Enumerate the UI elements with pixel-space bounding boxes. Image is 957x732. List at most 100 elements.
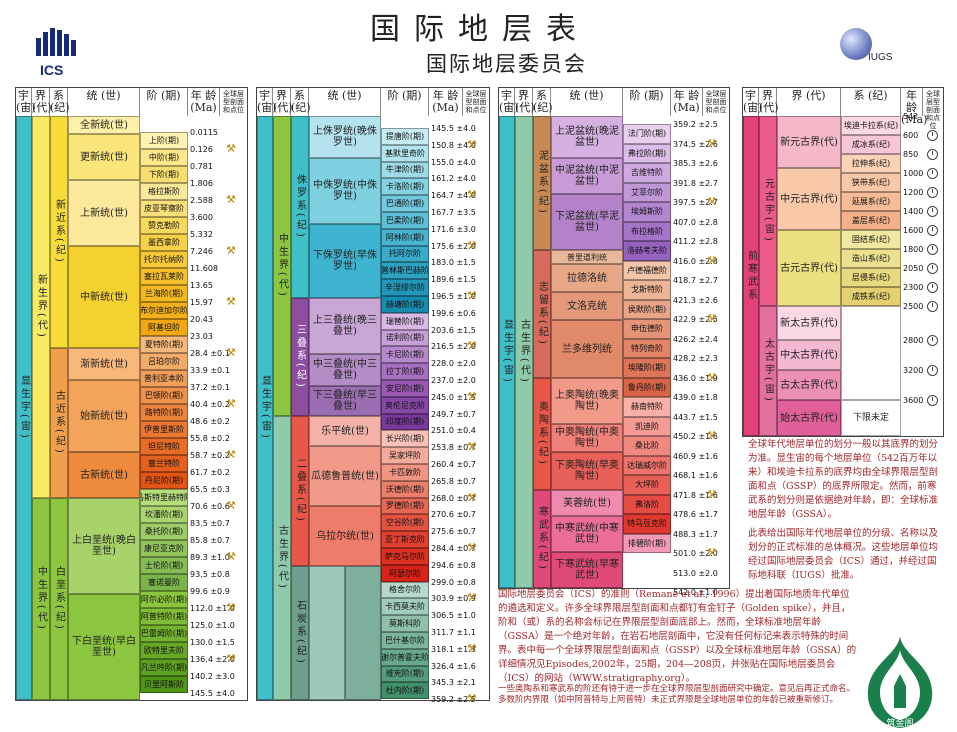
- age-value: 13.65: [190, 281, 213, 290]
- age-value: 33.9 ±0.1: [190, 366, 230, 375]
- golden-spike-icon: ⚒: [707, 312, 717, 325]
- header-age: 年 龄 (Ma): [671, 88, 703, 116]
- stage-cell: 洛赫考夫阶: [623, 241, 671, 261]
- golden-spike-icon: ⚒: [707, 136, 717, 150]
- series-middle-jurassic: 中侏罗统(中侏罗世): [309, 158, 381, 224]
- watermark-stamp: 筑金阁: [867, 636, 933, 729]
- period-carboniferous: 石炭系(纪): [291, 566, 309, 700]
- age-value: 478.6 ±1.7: [673, 510, 718, 519]
- age-value: 23.03: [190, 332, 213, 341]
- eon-archean: 太古宇(宙): [759, 306, 777, 436]
- age-value: 284.4 ±0.7: [431, 544, 476, 553]
- series-pennsylvanian: [309, 566, 345, 700]
- stage-cell: 凡兰吟阶(期): [140, 659, 188, 676]
- age-value: 0.0115: [190, 128, 218, 137]
- age-value: 542: [903, 112, 919, 121]
- stage-cell: 赫南特阶: [623, 397, 671, 417]
- age-value: 359.2 ±2.5: [673, 120, 718, 129]
- age-value: 175.6 ±2.0: [431, 241, 476, 251]
- series-mississippian: [345, 566, 381, 700]
- age-value: 1800: [903, 245, 924, 254]
- header-stage: 阶 (期): [140, 88, 188, 116]
- stage-cell: 瑞替阶(期): [381, 312, 429, 330]
- age-value: 488.3 ±1.7: [673, 529, 718, 539]
- stage-cell: 侯默阶(期): [623, 299, 671, 319]
- stage-cell: 空谷阶(期): [381, 514, 429, 532]
- stage-cell: 坎潘阶(期): [140, 506, 188, 523]
- golden-spike-icon: ⚒: [707, 253, 717, 267]
- stage-cell: 土伦阶(期): [140, 557, 188, 574]
- period-silurian: 志留系(纪): [533, 250, 551, 378]
- stage-cell: 布拉格阶: [623, 221, 671, 241]
- header-series: 统 (世): [309, 88, 381, 116]
- stage-cell: 康尼亚克阶: [140, 540, 188, 557]
- stage-cell: 塞拉瓦莱阶: [140, 268, 188, 285]
- age-value: 228.0 ±2.0: [431, 359, 476, 369]
- age-value: 136.4 ±2.0: [190, 655, 235, 664]
- stage-cell: 辛涅缪尔阶: [381, 279, 429, 296]
- page-subtitle: 国际地层委员会: [426, 52, 587, 76]
- clock-icon: [927, 395, 938, 406]
- stage-cell: 弗洛阶: [623, 494, 671, 514]
- stage-cell: 莫斯科阶: [381, 615, 429, 632]
- stage-cell: 贝里阿斯阶: [140, 676, 188, 693]
- age-value: 83.5 ±0.7: [190, 519, 230, 528]
- stage-cell: 马斯特里赫特阶: [140, 489, 188, 506]
- period-ordovician: 奥陶系(纪): [533, 378, 551, 490]
- stage-cell: 夏特阶(期): [140, 336, 188, 353]
- series-lopingian: 乐平统(世): [309, 416, 381, 446]
- stage-cell: 墨西拿阶: [140, 234, 188, 251]
- stage-cell: 格舍尔阶: [381, 581, 429, 599]
- stage-cell: 特马豆克阶: [623, 514, 671, 534]
- stage-cell: 巴通阶(期): [381, 195, 429, 212]
- period-cell: 成铁系(纪): [841, 287, 901, 306]
- age-value: 268.0 ±0.7: [431, 493, 476, 503]
- age-value: 428.2 ±2.3: [673, 354, 718, 363]
- period-cell: 盖层系(纪): [841, 211, 901, 230]
- age-value: 850: [903, 150, 919, 159]
- ics-building-icon: [36, 28, 76, 56]
- age-value: 418.7 ±2.7: [673, 276, 718, 285]
- golden-spike-icon: ⚒: [226, 244, 236, 257]
- period-triassic: 三叠系(纪): [291, 298, 309, 416]
- stage-cell: 托尔托纳阶: [140, 251, 188, 268]
- era-paleoproterozoic: 古元古界(代): [777, 230, 841, 306]
- stage-cell: 巴顿阶(期): [140, 387, 188, 404]
- series-pliocene: 上新统(世): [68, 180, 140, 246]
- note-right-2: 此表给出国际年代地层单位的分级、名称以及划分的正式标准的总体概况。这些地层单位均…: [748, 528, 939, 581]
- golden-spike-icon: ⚒: [467, 591, 477, 605]
- header-age: 年 龄 (Ma): [429, 88, 463, 116]
- age-value: 7.246: [190, 247, 213, 256]
- series-guadalupian: 瓜德鲁普统(世): [309, 446, 381, 506]
- clock-icon: [927, 206, 938, 217]
- stage-cell: 诺利阶(期): [381, 329, 429, 347]
- series-middle-ordovician: 中奥陶统(中奥陶世): [551, 424, 623, 452]
- age-value: 299.0 ±0.8: [431, 577, 476, 587]
- stage-cell: 吴家坪阶: [381, 447, 429, 464]
- series-upper-triassic: 上三叠统(晚三叠世): [309, 298, 381, 354]
- age-value: 2300: [903, 283, 924, 292]
- stage-cell: 中阶(期): [140, 149, 188, 166]
- stage-cell: 大坪阶: [623, 475, 671, 495]
- era-eoarchean: 始太古界(代): [777, 400, 841, 436]
- golden-spike-icon: ⚒: [467, 289, 477, 302]
- stage-cell: 牛津阶(期): [381, 161, 429, 179]
- stage-cell: 皮亚琴察阶: [140, 200, 188, 217]
- golden-spike-icon: ⚒: [467, 641, 477, 655]
- age-value: 416.0 ±2.8: [673, 256, 718, 266]
- golden-spike-icon: ⚒: [226, 295, 236, 308]
- clock-icon: [927, 149, 938, 160]
- age-value: 70.6 ±0.6: [190, 502, 230, 511]
- golden-spike-icon: ⚒: [467, 238, 477, 252]
- stage-cell: 达瑞威尔阶: [623, 455, 671, 475]
- period-cell: 埃迪卡拉系(纪): [841, 116, 901, 135]
- stage-cell: 赫塘阶(期): [381, 296, 429, 313]
- age-value: 150.8 ±4.0: [431, 140, 476, 150]
- age-value: 600: [903, 131, 919, 140]
- stage-cell: 普林斯巴赫阶: [381, 262, 429, 280]
- age-value: 251.0 ±0.4: [431, 426, 476, 436]
- stage-cell: 戈斯特阶: [623, 280, 671, 300]
- stage-cell: 鲁丹阶(期): [623, 377, 671, 397]
- age-value: 2500: [903, 302, 924, 311]
- series-lower-cretaceous: 下白垩统(早白垩世): [68, 594, 140, 700]
